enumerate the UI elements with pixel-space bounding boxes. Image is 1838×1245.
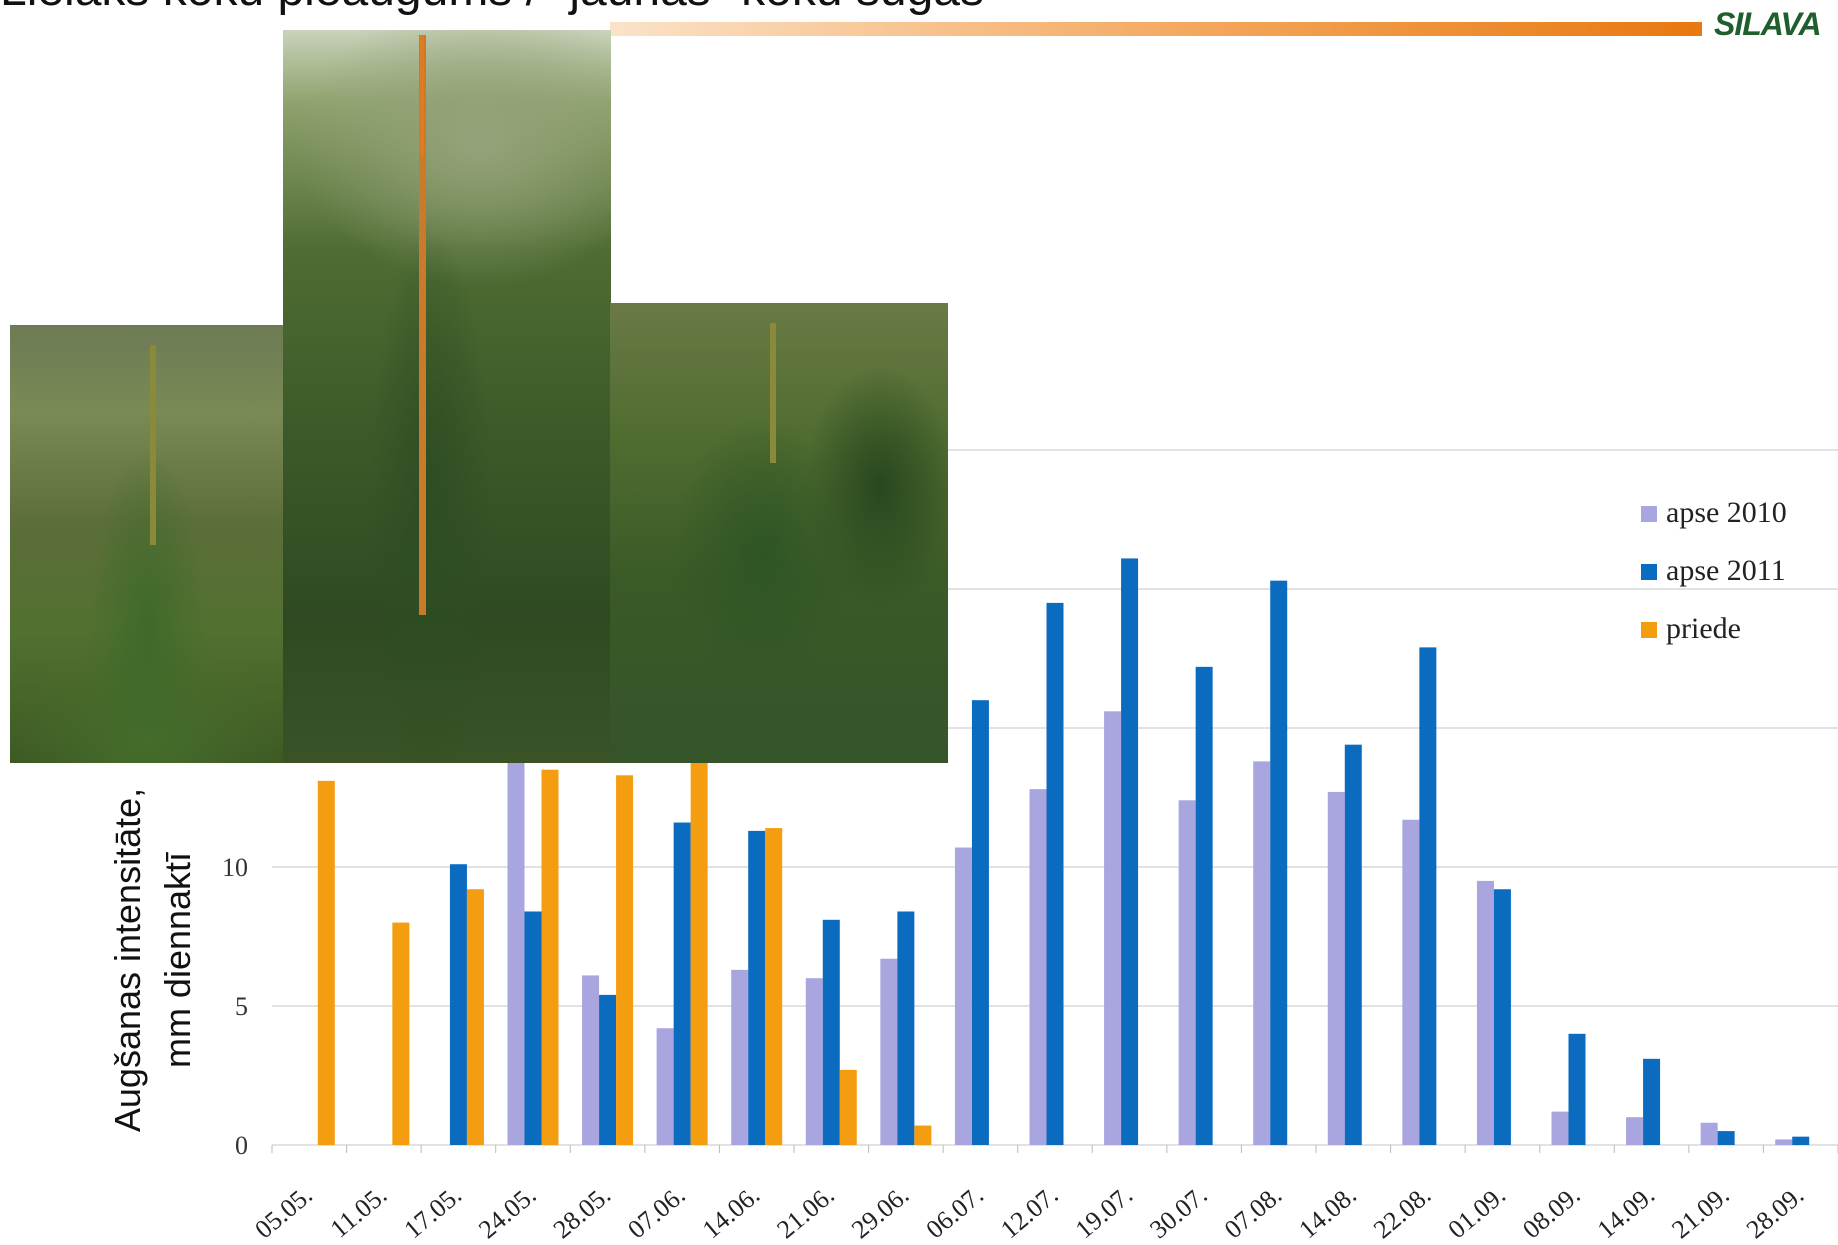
x-tick-label: 11.05. <box>325 1180 393 1243</box>
legend-swatch <box>1641 506 1657 522</box>
bar-apse-2010-01.09. <box>1476 880 1494 1145</box>
x-tick-label: 21.06. <box>771 1180 839 1244</box>
bar-apse-2011-22.08. <box>1419 647 1437 1145</box>
bar-apse-2010-30.07. <box>1178 800 1196 1145</box>
x-tick-label: 06.07. <box>921 1180 989 1244</box>
bar-apse-2011-08.09. <box>1568 1033 1586 1145</box>
bar-apse-2011-14.09. <box>1643 1058 1661 1145</box>
bar-apse-2010-22.08. <box>1402 819 1420 1145</box>
spruce-photo-middle <box>283 30 611 763</box>
silava-logo: SILAVA <box>1714 6 1822 42</box>
bar-priede-17.05. <box>466 889 484 1145</box>
bar-apse-2010-21.09. <box>1700 1122 1718 1145</box>
bar-apse-2011-12.07. <box>1046 602 1064 1145</box>
x-tick-label: 17.05. <box>399 1180 467 1244</box>
title-bar <box>610 22 1702 36</box>
y-axis-label-line-2: mm diennaktī <box>157 852 198 1068</box>
bar-apse-2010-07.08. <box>1253 761 1271 1145</box>
bar-apse-2010-14.08. <box>1327 791 1345 1145</box>
legend-swatch <box>1641 564 1657 580</box>
bar-apse-2011-17.05. <box>449 864 467 1145</box>
x-tick-label: 24.05. <box>473 1180 541 1244</box>
bar-apse-2010-19.07. <box>1104 711 1122 1145</box>
bar-apse-2010-21.06. <box>805 978 823 1145</box>
bar-apse-2010-14.09. <box>1626 1117 1644 1145</box>
bar-apse-2011-28.09. <box>1792 1136 1810 1145</box>
legend: apse 2010 apse 2011 priede <box>1641 496 1787 645</box>
x-tick-label: 21.09. <box>1666 1180 1734 1244</box>
spruce-photo-right <box>610 303 948 763</box>
legend-label: priede <box>1666 612 1741 645</box>
bar-apse-2011-19.07. <box>1121 558 1139 1145</box>
bar-apse-2010-28.05. <box>582 975 600 1145</box>
bar-apse-2011-28.05. <box>599 994 617 1145</box>
slide-title: Lielāks koku pieaugums / "jaunās" koku s… <box>0 0 984 17</box>
bar-apse-2011-07.08. <box>1270 580 1288 1145</box>
bar-apse-2011-24.05. <box>524 911 542 1145</box>
bar-apse-2011-14.06. <box>748 830 766 1145</box>
bar-apse-2011-29.06. <box>897 911 915 1145</box>
y-tick-label: 10 <box>222 853 248 882</box>
bar-apse-2010-14.06. <box>731 969 749 1145</box>
bar-apse-2010-12.07. <box>1029 789 1047 1145</box>
bar-apse-2011-21.06. <box>822 919 840 1145</box>
bar-priede-28.05. <box>616 775 634 1145</box>
bar-apse-2010-06.07. <box>954 847 972 1145</box>
bar-apse-2011-07.06. <box>673 822 691 1145</box>
y-tick-label: 0 <box>235 1131 248 1160</box>
x-tick-label: 08.09. <box>1517 1180 1585 1244</box>
bar-apse-2010-29.06. <box>880 958 898 1145</box>
legend-swatch <box>1641 622 1657 638</box>
bar-apse-2010-08.09. <box>1551 1111 1569 1145</box>
x-tick-label: 30.07. <box>1144 1180 1212 1244</box>
bar-apse-2010-24.05. <box>507 739 525 1145</box>
bar-apse-2011-06.07. <box>971 700 989 1145</box>
x-tick-label: 14.08. <box>1293 1180 1361 1244</box>
x-tick-label: 07.08. <box>1219 1180 1287 1244</box>
y-tick-label: 5 <box>235 992 248 1021</box>
x-tick-label: 01.09. <box>1443 1180 1511 1244</box>
x-tick-label: 19.07. <box>1070 1180 1138 1244</box>
bar-apse-2010-07.06. <box>656 1028 674 1145</box>
bar-priede-21.06. <box>839 1069 857 1145</box>
bars <box>317 558 1810 1145</box>
bar-priede-11.05. <box>392 922 410 1145</box>
bar-apse-2011-21.09. <box>1717 1131 1735 1145</box>
x-tick-label: 28.05. <box>548 1180 616 1244</box>
x-tick-label: 12.07. <box>995 1180 1063 1244</box>
bar-apse-2011-14.08. <box>1344 744 1362 1145</box>
x-tick-label: 29.06. <box>846 1180 914 1244</box>
x-tick-label: 14.06. <box>697 1180 765 1244</box>
x-tick-label: 05.05. <box>249 1180 317 1244</box>
legend-label: apse 2011 <box>1666 554 1786 587</box>
y-axis-label-line-1: Augšanas intensitāte, <box>107 788 148 1132</box>
x-tick-label: 07.06. <box>622 1180 690 1244</box>
bar-priede-29.06. <box>914 1125 932 1145</box>
legend-label: apse 2010 <box>1666 496 1787 529</box>
bar-apse-2011-01.09. <box>1493 889 1511 1145</box>
x-tick-label: 22.08. <box>1368 1180 1436 1244</box>
bar-priede-14.06. <box>765 828 783 1145</box>
x-tick-label: 28.09. <box>1741 1180 1809 1244</box>
bar-priede-24.05. <box>541 769 559 1145</box>
bar-priede-05.05. <box>317 780 335 1145</box>
bar-apse-2010-28.09. <box>1775 1139 1793 1145</box>
x-tick-label: 14.09. <box>1592 1180 1660 1244</box>
bar-apse-2011-30.07. <box>1195 666 1213 1145</box>
x-tick-labels: 05.05. 11.05. 17.05. 24.05. 28.05. 07.06. 14.0… <box>249 1180 1809 1244</box>
spruce-photo-left <box>10 325 285 763</box>
